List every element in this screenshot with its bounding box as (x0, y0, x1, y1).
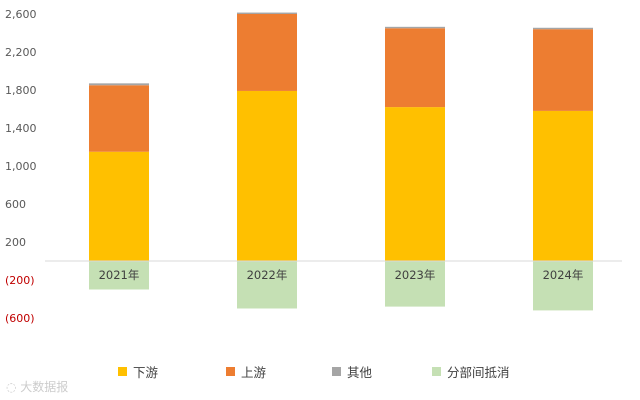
bar-segment-其他-2021年 (89, 83, 149, 86)
x-category-label: 2024年 (543, 268, 584, 282)
bar-segment-上游-2022年 (237, 14, 297, 91)
legend-label: 上游 (241, 365, 267, 380)
legend-swatch (226, 367, 235, 376)
x-category-label: 2022年 (247, 268, 288, 282)
bar-segment-下游-2023年 (385, 107, 445, 261)
bar-segment-分部间抵消-2023年 (385, 261, 445, 307)
category-labels: 2021年 2022年 2023年 2024年 (99, 268, 584, 282)
bar-segment-下游-2024年 (533, 110, 593, 262)
bar-segment-分部间抵消-2021年 (89, 261, 149, 290)
x-category-label: 2023年 (395, 268, 436, 282)
legend: 下游 上游 其他 分部间抵消 (0, 362, 640, 382)
bar-segment-上游-2023年 (385, 28, 445, 108)
legend-item: 上游 (226, 362, 266, 381)
bar-segment-其他-2022年 (237, 12, 297, 14)
legend-item: 下游 (118, 362, 158, 381)
y-tick-label: (200) (5, 274, 35, 287)
watermark: ◌ 大数据报 (6, 378, 68, 395)
legend-item: 分部间抵消 (432, 362, 510, 381)
legend-item: 其他 (332, 362, 372, 381)
bar-segment-上游-2024年 (533, 29, 593, 111)
stacked-bar-chart: 2,600 2,200 1,800 1,400 1,000 600 200 (200) (600… (5, 8, 622, 325)
bar-segment-其他-2023年 (385, 26, 445, 29)
bar-segment-分部间抵消-2022年 (237, 261, 297, 309)
legend-label: 分部间抵消 (447, 365, 510, 380)
y-tick-label: 200 (5, 236, 26, 249)
legend-swatch (432, 367, 441, 376)
legend-swatch (332, 367, 341, 376)
y-tick-label: 1,400 (5, 122, 37, 135)
y-tick-label: 1,800 (5, 84, 37, 97)
legend-swatch (118, 367, 127, 376)
watermark-text: 大数据报 (20, 380, 69, 394)
y-tick-label: 600 (5, 198, 26, 211)
bar-segment-其他-2024年 (533, 27, 593, 30)
watermark-icon: ◌ (6, 380, 21, 394)
legend-label: 下游 (133, 365, 159, 380)
y-tick-label: 2,600 (5, 8, 37, 21)
y-tick-label: 1,000 (5, 160, 37, 173)
x-category-label: 2021年 (99, 268, 140, 282)
y-tick-label: 2,200 (5, 46, 37, 59)
bar-segment-分部间抵消-2024年 (533, 261, 593, 311)
y-axis: 2,600 2,200 1,800 1,400 1,000 600 200 (200) (600… (5, 8, 37, 325)
legend-label: 其他 (347, 365, 373, 380)
bar-segment-上游-2021年 (89, 85, 149, 152)
bar-segment-下游-2022年 (237, 90, 297, 261)
y-tick-label: (600) (5, 312, 35, 325)
bars (89, 12, 593, 311)
bar-segment-下游-2021年 (89, 151, 149, 261)
